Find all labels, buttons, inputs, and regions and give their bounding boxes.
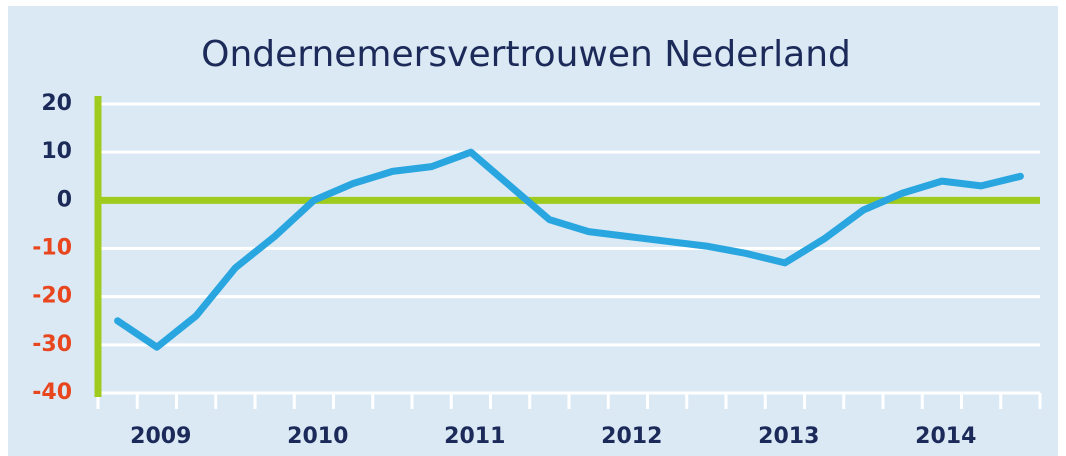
x-tick-label: 2011	[444, 424, 505, 449]
x-tick-label: 2009	[130, 424, 191, 449]
y-tick-label: 0	[57, 187, 72, 212]
x-tick-label: 2013	[758, 424, 819, 449]
y-tick-label: -30	[32, 332, 72, 357]
y-tick-label: -40	[32, 380, 72, 405]
x-tick-label: 2010	[287, 424, 348, 449]
x-tick-label: 2014	[915, 424, 976, 449]
line-series	[114, 148, 1024, 351]
background	[8, 6, 1058, 456]
y-tick-label: -10	[32, 236, 72, 261]
y-tick-label: 10	[41, 139, 72, 164]
chart-title: Ondernemersvertrouwen Nederland	[201, 34, 851, 75]
x-tick-label: 2012	[601, 424, 662, 449]
y-tick-label: 20	[41, 91, 72, 116]
y-tick-label: -20	[32, 284, 72, 309]
